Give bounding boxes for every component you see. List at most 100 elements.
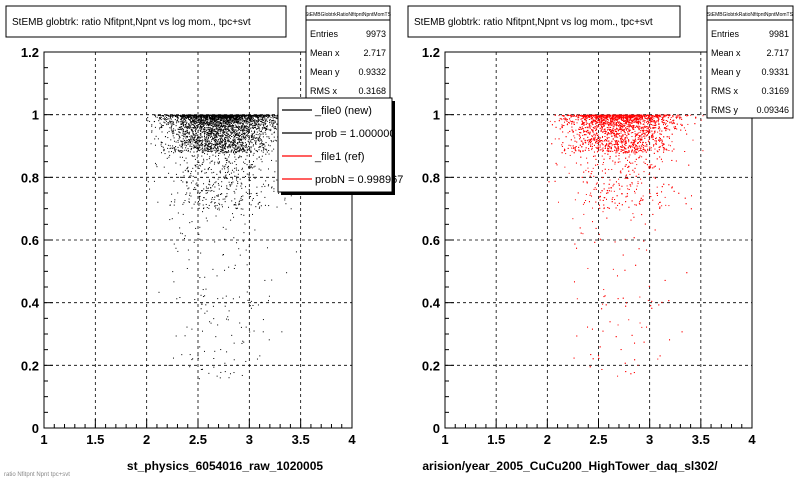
data-point — [260, 205, 262, 207]
data-point — [223, 149, 225, 151]
data-point — [166, 123, 168, 125]
data-point — [214, 140, 216, 142]
data-point — [256, 114, 258, 116]
legend-label: _file0 (new) — [314, 105, 372, 117]
data-point — [206, 133, 208, 135]
data-point — [258, 124, 260, 126]
data-point — [170, 115, 172, 117]
title-box — [5, 5, 287, 38]
data-point — [215, 120, 217, 122]
data-point — [210, 117, 212, 119]
legend: _file0 (new)prob = 1.000000_file1 (ref)p… — [277, 97, 403, 195]
data-point — [234, 129, 236, 131]
data-point — [230, 126, 232, 128]
data-point — [223, 146, 225, 148]
data-point — [195, 117, 197, 119]
data-point — [214, 142, 216, 144]
data-point — [188, 123, 190, 125]
data-point — [193, 127, 195, 129]
data-point — [199, 114, 201, 116]
data-point — [246, 117, 248, 119]
data-point — [261, 114, 263, 116]
data-point — [221, 129, 223, 131]
data-point — [227, 140, 229, 142]
data-point — [192, 134, 194, 136]
data-point — [184, 132, 186, 134]
data-point — [174, 119, 176, 121]
data-point — [195, 183, 197, 185]
data-point — [219, 129, 221, 131]
data-point — [224, 133, 226, 135]
data-point — [207, 123, 209, 125]
data-point — [209, 115, 211, 117]
data-point — [252, 126, 254, 128]
data-point — [217, 195, 219, 197]
data-point — [167, 123, 169, 125]
data-point — [154, 114, 156, 116]
data-point — [234, 124, 236, 126]
data-point — [249, 179, 251, 181]
data-point — [234, 119, 236, 121]
data-point — [234, 139, 236, 141]
data-point — [272, 121, 274, 123]
data-point — [200, 118, 202, 120]
data-point — [162, 125, 164, 127]
data-point — [195, 139, 197, 141]
data-point — [172, 147, 174, 149]
data-point — [226, 146, 228, 148]
data-point — [246, 264, 248, 266]
data-point — [226, 158, 228, 160]
data-point — [213, 144, 215, 146]
data-point — [244, 119, 246, 121]
data-point — [244, 130, 246, 132]
data-point — [213, 198, 215, 200]
data-point — [199, 121, 201, 123]
data-point — [257, 117, 259, 119]
data-point — [284, 197, 286, 199]
data-point — [219, 152, 221, 154]
data-point — [244, 142, 246, 144]
data-point — [258, 149, 260, 151]
data-point — [184, 169, 186, 171]
data-point — [184, 144, 186, 146]
data-point — [241, 126, 243, 128]
data-point — [255, 140, 257, 142]
data-point — [190, 138, 192, 140]
data-point — [260, 131, 262, 133]
data-point — [218, 184, 220, 186]
data-point — [201, 117, 203, 119]
data-point — [213, 144, 215, 146]
data-point — [237, 127, 239, 129]
data-point — [238, 150, 240, 152]
data-point — [241, 117, 243, 119]
data-point — [223, 125, 225, 127]
data-point — [195, 170, 197, 172]
data-point — [253, 115, 255, 117]
data-point — [250, 164, 252, 166]
data-point — [264, 185, 266, 187]
data-point — [273, 190, 275, 192]
data-point — [188, 118, 190, 120]
data-point — [272, 124, 274, 126]
data-point — [204, 127, 206, 129]
data-point — [226, 137, 228, 139]
data-point — [187, 249, 189, 251]
data-point — [270, 139, 272, 141]
data-point — [181, 233, 183, 235]
data-point — [179, 156, 181, 158]
data-point — [231, 144, 233, 146]
data-point — [225, 115, 227, 117]
data-point — [191, 129, 193, 131]
data-point — [193, 121, 195, 123]
data-point — [188, 198, 190, 200]
data-point — [251, 116, 253, 118]
data-point — [235, 207, 237, 209]
data-point — [234, 167, 236, 169]
data-point — [224, 117, 226, 119]
data-point — [250, 114, 252, 116]
data-point — [219, 194, 221, 196]
data-point — [186, 121, 188, 123]
data-point — [233, 216, 235, 218]
data-point — [239, 117, 241, 119]
